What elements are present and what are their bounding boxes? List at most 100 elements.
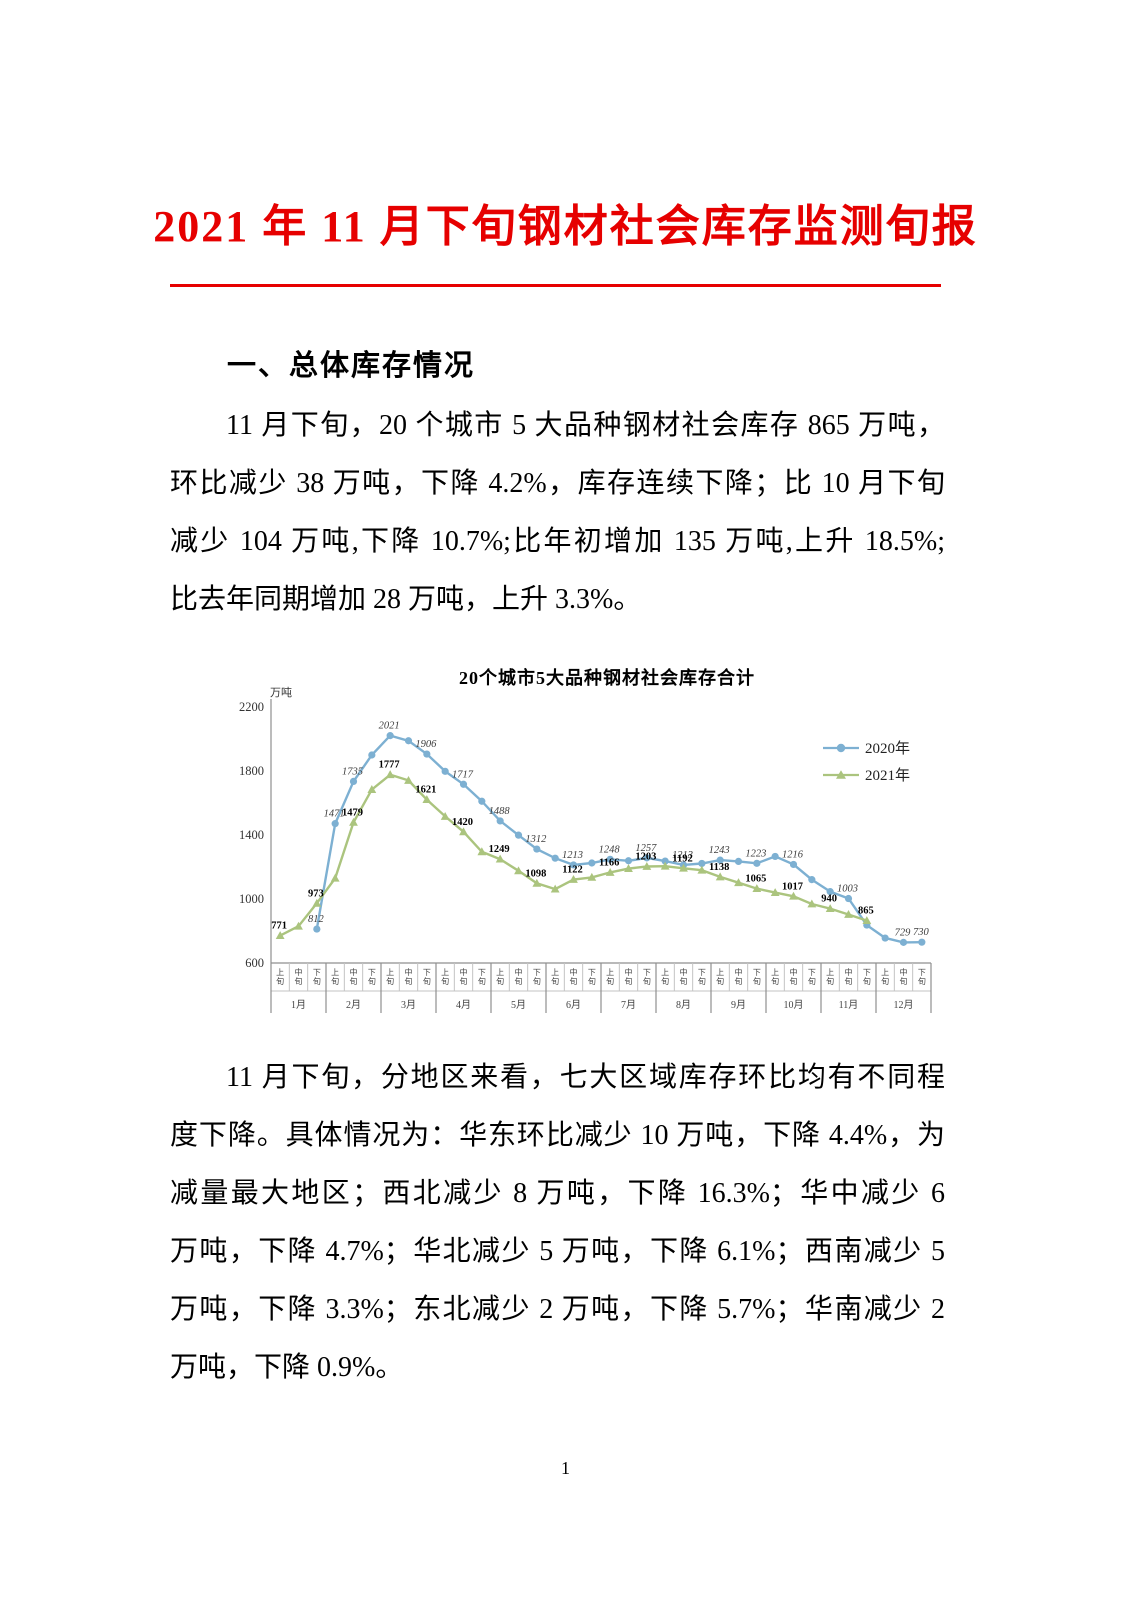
text-line: 环比减少 38 万吨，下降 4.2%，库存连续下降；比 10 月下旬 <box>170 468 945 499</box>
data-point <box>551 854 559 862</box>
data-point <box>825 904 835 912</box>
svg-text:1213: 1213 <box>562 850 583 861</box>
svg-text:上旬: 上旬 <box>771 968 779 986</box>
svg-text:1621: 1621 <box>415 785 436 796</box>
svg-text:1479: 1479 <box>342 807 363 818</box>
svg-text:9月: 9月 <box>731 999 746 1011</box>
svg-text:1098: 1098 <box>525 868 546 879</box>
text-line: 万吨，下降 0.9%。 <box>170 1352 404 1383</box>
data-point <box>606 855 614 863</box>
svg-text:中旬: 中旬 <box>735 967 743 986</box>
svg-text:865: 865 <box>858 906 874 917</box>
svg-text:1400: 1400 <box>239 828 264 842</box>
text-line: 比去年同期增加 28 万吨，上升 3.3%。 <box>170 584 642 615</box>
data-point <box>808 876 816 884</box>
svg-text:1213: 1213 <box>672 850 693 861</box>
svg-text:上旬: 上旬 <box>276 968 284 986</box>
data-point <box>496 817 504 825</box>
data-point <box>313 925 321 933</box>
svg-text:1000: 1000 <box>239 892 264 906</box>
svg-text:1777: 1777 <box>379 760 400 771</box>
data-point <box>624 857 633 865</box>
y-axis: 2200 1800 1400 1000 600 <box>239 699 272 970</box>
data-point <box>367 785 377 793</box>
svg-text:2021年: 2021年 <box>865 767 910 784</box>
svg-text:下旬: 下旬 <box>533 968 541 986</box>
paragraph-regions: 11 月下旬，分地区来看，七大区域库存环比均有不同程 度下降。具体情况为：华东环… <box>170 1049 945 1397</box>
svg-text:2020年: 2020年 <box>865 740 910 757</box>
svg-text:5月: 5月 <box>511 999 526 1011</box>
svg-text:7月: 7月 <box>621 999 636 1011</box>
svg-text:1420: 1420 <box>452 817 473 828</box>
data-point <box>605 867 615 876</box>
text-line: 度下降。具体情况为：华东环比减少 10 万吨，下降 4.4%，为 <box>170 1120 945 1151</box>
data-point <box>698 859 706 868</box>
svg-text:3月: 3月 <box>401 999 416 1011</box>
data-point <box>642 862 652 870</box>
svg-text:上旬: 上旬 <box>441 968 449 986</box>
data-point <box>532 878 542 887</box>
svg-text:11月: 11月 <box>839 999 859 1011</box>
data-point <box>771 852 779 861</box>
paragraph-overview: 11 月下旬，20 个城市 5 大品种钢材社会库存 865 万吨， 环比减少 3… <box>170 397 945 629</box>
svg-text:1488: 1488 <box>489 806 511 817</box>
svg-text:1216: 1216 <box>782 849 804 860</box>
data-point <box>495 854 505 863</box>
svg-text:万吨: 万吨 <box>270 686 292 699</box>
svg-text:2021: 2021 <box>379 721 400 732</box>
data-point <box>918 938 926 946</box>
svg-text:下旬: 下旬 <box>643 968 651 986</box>
svg-text:1138: 1138 <box>709 862 729 873</box>
section-heading: 一、总体库存情况 <box>227 350 476 382</box>
svg-text:6月: 6月 <box>566 999 581 1011</box>
svg-text:下旬: 下旬 <box>918 968 926 986</box>
data-point <box>349 777 358 785</box>
svg-text:8月: 8月 <box>676 999 691 1011</box>
svg-text:下旬: 下旬 <box>368 968 376 986</box>
svg-text:上旬: 上旬 <box>496 968 504 986</box>
svg-text:1065: 1065 <box>745 874 766 885</box>
svg-text:4月: 4月 <box>456 999 471 1011</box>
data-point <box>349 817 358 826</box>
svg-text:下旬: 下旬 <box>313 968 321 986</box>
data-point <box>697 865 707 874</box>
data-point <box>624 864 633 872</box>
data-point <box>826 888 834 896</box>
svg-text:1471: 1471 <box>324 809 345 820</box>
svg-text:中旬: 中旬 <box>405 967 413 986</box>
series-2020年: 812 1471 1735 2021 1906 1717 1488 1312 1213 1248 1… <box>308 721 930 946</box>
data-point <box>440 811 450 820</box>
svg-text:中旬: 中旬 <box>900 967 908 986</box>
svg-text:1243: 1243 <box>709 845 730 856</box>
svg-text:600: 600 <box>245 956 264 970</box>
data-point <box>789 860 798 869</box>
text-line: 减量最大地区；西北减少 8 万吨，下降 16.3%；华中减少 6 <box>170 1178 945 1209</box>
svg-text:下旬: 下旬 <box>808 968 816 986</box>
legend-marker-circle <box>836 743 846 753</box>
svg-text:1906: 1906 <box>415 739 437 750</box>
svg-text:1223: 1223 <box>745 848 766 859</box>
svg-text:730: 730 <box>913 927 930 938</box>
data-point <box>587 872 597 881</box>
data-point <box>844 910 853 918</box>
data-point <box>368 751 376 759</box>
svg-text:1717: 1717 <box>452 769 474 780</box>
data-point <box>441 767 449 775</box>
svg-text:973: 973 <box>308 888 324 899</box>
svg-text:下旬: 下旬 <box>753 968 761 986</box>
svg-text:下旬: 下旬 <box>863 968 871 986</box>
svg-text:1122: 1122 <box>562 864 582 875</box>
svg-text:1月: 1月 <box>291 999 306 1011</box>
svg-text:中旬: 中旬 <box>515 967 523 986</box>
svg-text:中旬: 中旬 <box>350 967 358 986</box>
svg-text:中旬: 中旬 <box>295 967 303 986</box>
svg-text:中旬: 中旬 <box>790 967 798 986</box>
svg-text:1003: 1003 <box>837 884 858 895</box>
data-point <box>734 878 743 887</box>
inventory-chart: 20个城市5大品种钢材社会库存合计 万吨 2200 1800 1400 1000 600 上旬… <box>225 652 950 1027</box>
svg-text:下旬: 下旬 <box>423 968 431 986</box>
svg-text:771: 771 <box>271 921 287 932</box>
svg-text:1203: 1203 <box>635 852 656 863</box>
